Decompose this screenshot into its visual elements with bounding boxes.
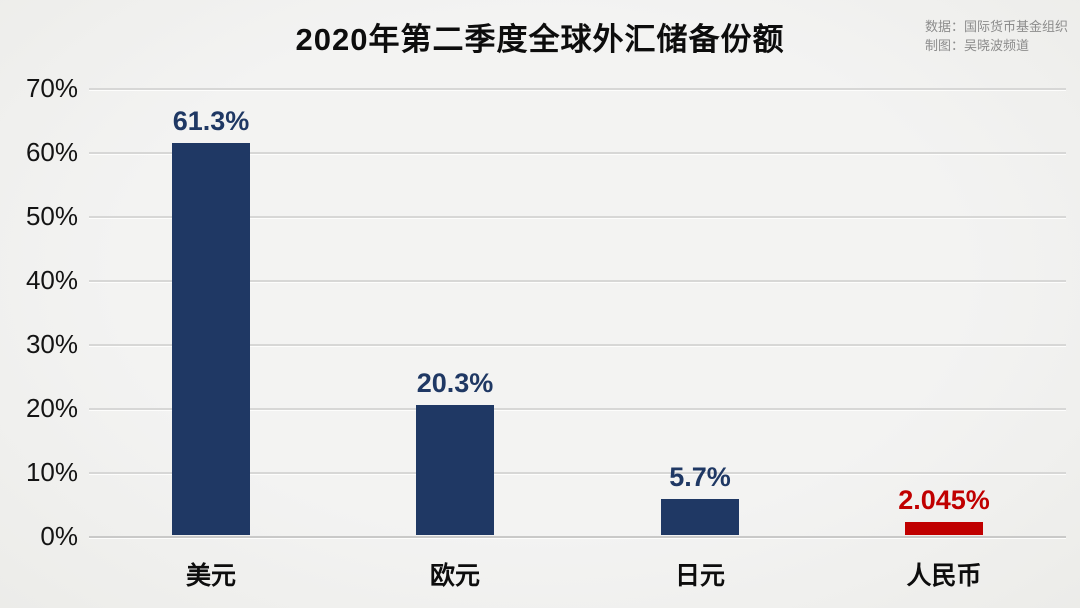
source-block: 数据：国际货币基金组织 制图：吴晓波频道	[925, 17, 1068, 55]
x-axis-category-jpy: 日元	[674, 562, 725, 590]
source-line-data: 数据：国际货币基金组织	[924, 19, 1068, 34]
y-axis-tick-20: 20%	[25, 393, 78, 423]
y-axis-tick-70: 70%	[25, 73, 78, 103]
bar-jpy	[661, 499, 739, 535]
y-axis-tick-10: 10%	[25, 457, 78, 487]
source-line-credit: 制图：吴晓波频道	[924, 38, 1029, 53]
x-axis-category-cny: 人民币	[906, 562, 982, 590]
value-label-eur: 20.3%	[416, 368, 494, 398]
value-label-cny: 2.045%	[898, 485, 990, 515]
y-axis-tick-30: 30%	[25, 329, 78, 359]
y-axis-tick-50: 50%	[25, 201, 78, 231]
y-axis-tick-60: 60%	[25, 137, 78, 167]
x-axis-category-eur: 欧元	[429, 562, 480, 590]
gridline-30	[89, 344, 1066, 347]
chart-title: 2020年第二季度全球外汇储备份额	[295, 22, 785, 57]
y-axis-tick-0: 0%	[40, 521, 78, 551]
value-label-usd: 61.3%	[172, 106, 250, 136]
bar-cny	[905, 522, 983, 535]
gridline-0	[89, 536, 1066, 539]
x-axis-category-usd: 美元	[185, 562, 236, 590]
value-label-jpy: 5.7%	[669, 462, 731, 492]
y-axis-tick-40: 40%	[25, 265, 78, 295]
gridline-40	[89, 280, 1066, 283]
gridline-10	[89, 472, 1066, 475]
bar-usd	[172, 143, 250, 535]
bar-eur	[416, 405, 494, 535]
gridline-50	[89, 216, 1066, 219]
gridline-70	[89, 88, 1066, 91]
gridline-60	[89, 152, 1066, 155]
gridline-20	[89, 408, 1066, 411]
plot-area: 61.3% 20.3% 5.7% 2.045%	[89, 88, 1066, 539]
